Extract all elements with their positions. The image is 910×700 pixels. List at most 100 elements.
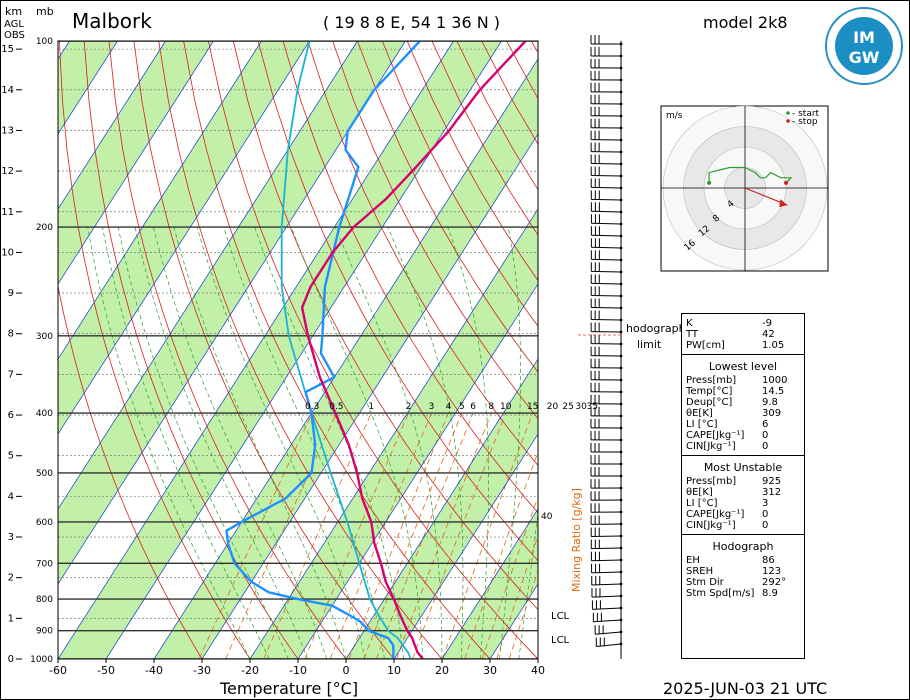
mixing-ratio-value: 0.5 bbox=[329, 402, 343, 412]
hodograph-stop-marker bbox=[786, 119, 790, 123]
wind-barbs bbox=[590, 34, 623, 659]
pw-label: PW[cm] bbox=[686, 340, 725, 351]
most-unstable-section: Most Unstable Press[mb] 925 θE[K] 312 LI [°C… bbox=[682, 455, 804, 534]
temperature-tick-label: -10 bbox=[289, 664, 307, 677]
wind-barb-shaft bbox=[591, 547, 622, 550]
wind-level-dot bbox=[619, 66, 623, 70]
hodograph-stop-label: - stop bbox=[792, 117, 818, 127]
indices-panel: K -9 TT 42 PW[cm] 1.05 Lowest level Press[m… bbox=[681, 313, 805, 659]
logo-text-im: IM bbox=[853, 28, 875, 47]
tt-index-label: TT bbox=[686, 329, 699, 340]
lowest-level-value: 0 bbox=[762, 430, 769, 441]
wind-level-dot bbox=[619, 330, 623, 334]
wind-level-dot bbox=[619, 186, 623, 190]
temperature-profile bbox=[300, 41, 527, 659]
isotherm bbox=[201, 133, 538, 659]
lowest-level-label: LI [°C] bbox=[686, 419, 718, 430]
wind-level-dot bbox=[619, 90, 623, 94]
wind-level-dot bbox=[619, 270, 623, 274]
dry-adiabat bbox=[108, 41, 347, 659]
wind-level-dot bbox=[619, 42, 623, 46]
storm-motion-arrowhead bbox=[779, 199, 788, 208]
pressure-tick-label: 300 bbox=[36, 332, 53, 342]
wind-level-dot bbox=[619, 150, 623, 154]
height-tick-label: 14 bbox=[1, 85, 14, 96]
most-unstable-label: LI [°C] bbox=[686, 498, 718, 509]
hodograph-units: m/s bbox=[666, 111, 683, 121]
isotherm bbox=[58, 41, 406, 585]
lowest-level-value: 6 bbox=[762, 419, 769, 430]
mixing-ratio-value: 2 bbox=[406, 402, 412, 412]
wind-level-dot bbox=[619, 414, 623, 418]
lowest-level-value: 14.5 bbox=[762, 386, 785, 397]
dry-adiabat bbox=[381, 41, 538, 327]
mixing-ratio-value: 20 bbox=[547, 402, 559, 412]
wind-level-dot bbox=[619, 534, 623, 538]
height-tick-label: 8 bbox=[8, 329, 14, 340]
isotherm-band bbox=[58, 41, 118, 134]
mr-side-label: 40 bbox=[541, 512, 553, 522]
pressure-tick-label: 700 bbox=[36, 559, 53, 569]
hodograph-limit-label-1: hodograph bbox=[626, 322, 686, 335]
hodograph-ring-label: 4 bbox=[726, 199, 737, 211]
lowest-level-value: 1000 bbox=[762, 375, 788, 386]
height-tick-label: 0 bbox=[8, 654, 14, 665]
mixing-ratio-value: 10 bbox=[500, 402, 512, 412]
moist-adiabat bbox=[117, 226, 289, 659]
hodograph-index-label: SREH bbox=[686, 566, 714, 577]
mixing-ratio-label: Mixing Ratio [g/kg] bbox=[570, 488, 583, 592]
hodograph-index-row: Stm Dir 292° bbox=[682, 577, 804, 588]
lowest-level-label: CIN[Jkg⁻¹] bbox=[686, 441, 736, 452]
wind-level-dot bbox=[619, 198, 623, 202]
plot-area bbox=[58, 41, 538, 659]
agl-header: AGL bbox=[4, 19, 24, 30]
hodograph-index-value: 292° bbox=[762, 577, 787, 588]
isotherm bbox=[249, 208, 538, 659]
wind-level-dot bbox=[619, 294, 623, 298]
wind-level-dot bbox=[619, 426, 623, 430]
dry-adiabat bbox=[183, 41, 491, 659]
wind-barb-shaft bbox=[591, 234, 622, 237]
hodograph-index-value: 123 bbox=[762, 566, 782, 577]
temperature-tick-label: -20 bbox=[241, 664, 259, 677]
isotherm bbox=[58, 41, 214, 285]
skew-t-diagram: 0.3 0.5 1 2 3 4 5 6 8 10 15 20 25 30 35100200300400500… bbox=[1, 37, 598, 677]
wind-level-dot bbox=[619, 558, 623, 562]
dry-adiabat bbox=[357, 41, 538, 373]
wind-level-dot bbox=[619, 342, 623, 346]
k-index-label: K bbox=[686, 318, 693, 329]
most-unstable-title: Most Unstable bbox=[703, 461, 783, 474]
pressure-tick-label: 100 bbox=[36, 37, 53, 47]
pressure-tick-label: 200 bbox=[36, 223, 53, 233]
isotherm bbox=[58, 41, 166, 210]
wind-barb-shaft bbox=[591, 571, 622, 574]
wind-barb-shaft bbox=[591, 282, 622, 285]
wind-level-dot bbox=[619, 366, 623, 370]
hodograph-start-marker bbox=[786, 111, 790, 115]
wind-level-dot bbox=[619, 258, 623, 262]
pressure-tick-label: 500 bbox=[36, 469, 53, 479]
wind-barb-shaft bbox=[591, 559, 622, 562]
mixing-ratio-value: 5 bbox=[459, 402, 465, 412]
wind-barb-shaft bbox=[591, 210, 622, 213]
hodograph-index-row: SREH 123 bbox=[682, 566, 804, 577]
mixing-ratio-value: 3 bbox=[429, 402, 435, 412]
most-unstable-value: 925 bbox=[762, 476, 782, 487]
lowest-level-value: 309 bbox=[762, 408, 782, 419]
lowest-level-label: Press[mb] bbox=[686, 375, 737, 386]
wind-barb-shaft bbox=[591, 583, 622, 586]
wind-barb-shaft bbox=[591, 306, 622, 309]
mixing-ratio-value: 35 bbox=[587, 402, 598, 412]
mixing-ratio-value: 8 bbox=[488, 402, 494, 412]
isotherm bbox=[58, 41, 454, 659]
lowest-level-title: Lowest level bbox=[708, 360, 778, 373]
hodograph-index-value: 8.9 bbox=[762, 588, 778, 599]
hodograph-start-label: - start bbox=[792, 109, 820, 119]
lowest-level-label: θE[K] bbox=[686, 408, 713, 419]
hodograph-section: Hodograph EH 86 SREH 123 Stm Dir 292° Stm Spd[… bbox=[682, 534, 804, 602]
parcel-profile bbox=[280, 41, 412, 659]
dry-adiabat bbox=[257, 41, 538, 562]
wind-level-dot bbox=[619, 486, 623, 490]
pressure-tick-label: 400 bbox=[36, 409, 53, 419]
height-tick-label: 2 bbox=[8, 573, 14, 584]
